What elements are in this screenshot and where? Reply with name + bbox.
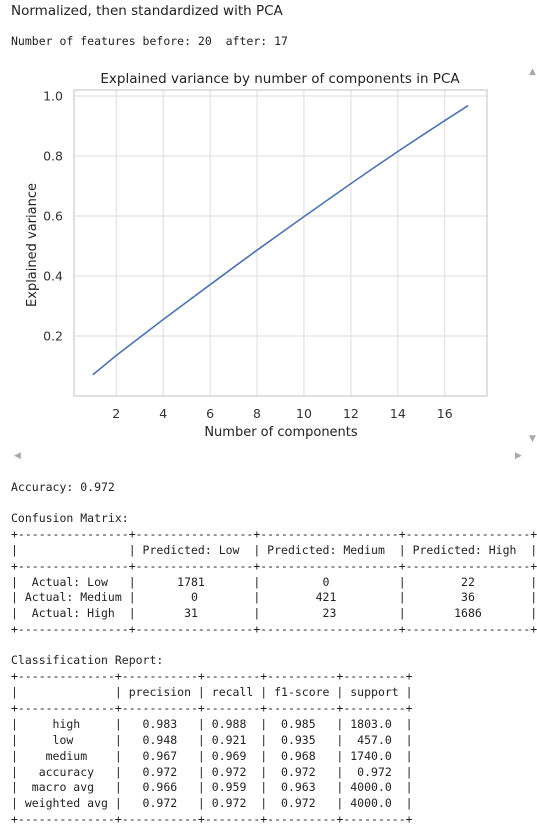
x-tick-label: 6 <box>206 406 214 421</box>
report-title: Classification Report: <box>11 653 164 668</box>
feature-count-line: Number of features before: 20 after: 17 <box>11 34 288 48</box>
scroll-down-icon[interactable]: ▼ <box>529 434 536 444</box>
x-tick-label: 16 <box>437 406 453 421</box>
x-tick-label: 10 <box>296 406 312 421</box>
x-tick-label: 8 <box>253 406 261 421</box>
scroll-left-icon[interactable]: ◀ <box>14 451 21 461</box>
explained-variance-chart: Explained variance by number of componen… <box>25 71 488 440</box>
x-tick-label: 2 <box>112 406 120 421</box>
x-axis-label: Number of components <box>204 425 358 440</box>
scroll-up-icon[interactable]: ▲ <box>529 67 536 77</box>
y-tick-label: 0.8 <box>43 149 63 164</box>
cell-output: Accuracy: 0.972 Confusion Matrix: +-----… <box>11 480 537 828</box>
output-heading: Normalized, then standardized with PCA <box>11 3 283 19</box>
y-tick-label: 0.4 <box>43 269 63 284</box>
y-tick-label: 0.6 <box>43 209 63 224</box>
confusion-title: Confusion Matrix: <box>11 510 129 525</box>
y-tick-labels: 0.2 0.4 0.6 0.8 1.0 <box>43 89 63 344</box>
chart-title: Explained variance by number of componen… <box>100 71 460 87</box>
x-tick-label: 14 <box>390 406 406 421</box>
x-tick-labels: 2 4 6 8 10 12 14 16 <box>112 406 452 421</box>
explained-variance-line <box>92 104 469 376</box>
scroll-right-icon[interactable]: ▶ <box>515 451 522 461</box>
classification-report-table: +--------------+-----------+--------+---… <box>11 669 413 827</box>
plot-frame <box>73 89 488 397</box>
x-tick-label: 4 <box>159 406 167 421</box>
confusion-matrix-table: +----------------+-----------------+----… <box>11 526 537 637</box>
chart-grid <box>74 90 487 396</box>
y-tick-label: 1.0 <box>43 89 63 104</box>
x-tick-label: 12 <box>343 406 359 421</box>
y-axis-label: Explained variance <box>25 183 40 307</box>
y-tick-label: 0.2 <box>43 329 63 344</box>
accuracy-line: Accuracy: 0.972 <box>11 480 115 494</box>
